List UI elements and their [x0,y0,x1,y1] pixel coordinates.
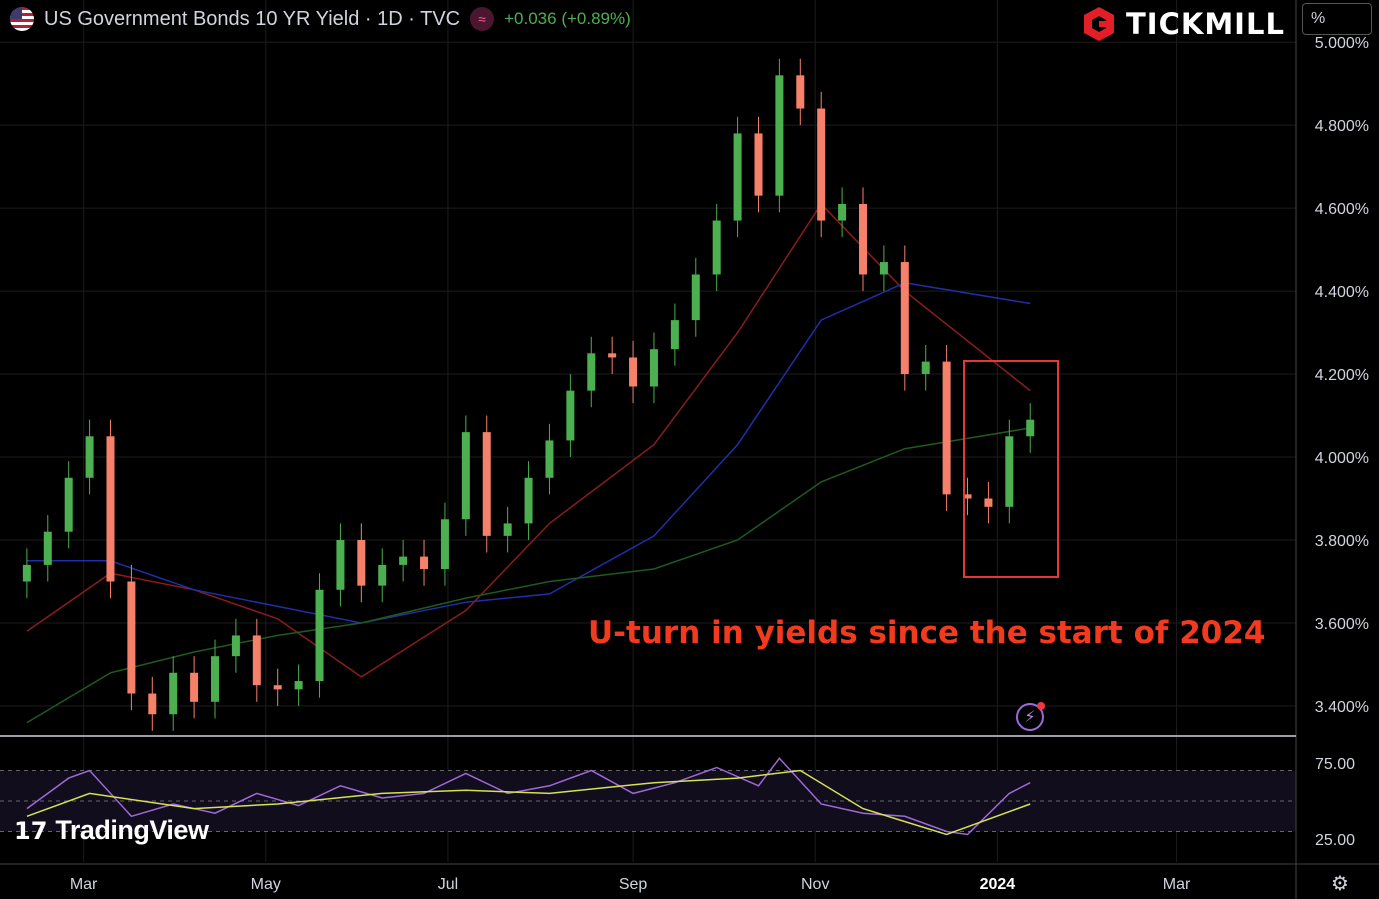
candle-body [712,220,721,275]
candle-body [64,477,73,532]
candle-body [252,635,261,686]
candle-body [294,681,303,690]
candle-body [838,203,847,221]
candle-body [169,672,178,715]
candle-body [127,581,136,694]
candle-body [482,432,491,536]
chart-header: US Government Bonds 10 YR Yield · 1D · T… [10,6,631,32]
candle-body [984,498,993,507]
x-tick-label: 2024 [980,876,1016,893]
candle-body [859,203,868,275]
highlight-box [963,360,1059,578]
ma-fast-line [26,202,1031,678]
candle-body [440,519,449,570]
candle-body [545,440,554,478]
candle-body [775,75,784,196]
candle-body [691,274,700,321]
y-tick-label: 4.600% [1315,201,1369,218]
price-scale-unit-button[interactable]: % [1302,3,1372,35]
candle-body [649,349,658,387]
indicator-icon[interactable]: ≈ [470,7,495,31]
ma-slow-line [26,427,1031,724]
chart-annotation: U-turn in yields since the start of 2024 [588,615,1266,651]
x-tick-label: Mar [1163,876,1191,893]
candle-body [336,540,345,590]
y-tick-label: 5.000% [1315,35,1369,52]
candle-body [587,353,596,391]
candle-body [629,357,638,387]
tickmill-hexagon-logo-icon [1084,7,1114,41]
lightning-alert-icon[interactable]: ⚡ [1016,702,1045,731]
candle-body [315,589,324,682]
moving-averages [26,202,1031,724]
candle-body [43,531,52,565]
candle-body [420,556,429,570]
candle-body [921,361,930,375]
candle-body [273,685,282,690]
price-change: +0.036 (+0.89%) [504,9,631,28]
y-tick-label: 4.200% [1315,367,1369,384]
tradingview-watermark: 17 TradingView [14,815,209,846]
candle-body [211,656,220,702]
candle-body [566,390,575,441]
candle-body [85,436,94,478]
x-tick-label: Sep [619,876,648,893]
candle-body [670,320,679,350]
candle-body [733,133,742,221]
ma-mid-line [26,282,1031,624]
candles [22,58,1035,731]
us-flag-icon [10,7,34,31]
rsi-ma-line [26,769,1031,836]
x-tick-label: Mar [70,876,98,893]
candle-body [399,556,408,565]
candle-body [503,523,512,536]
x-tick-label: Nov [801,876,829,893]
candle-body [22,564,31,582]
rsi-tick-label: 25.00 [1315,832,1355,849]
candle-body [357,540,366,586]
symbol-title[interactable]: US Government Bonds 10 YR Yield · 1D · T… [44,7,461,30]
y-tick-label: 4.800% [1315,118,1369,135]
y-tick-label: 3.400% [1315,699,1369,716]
y-tick-label: 3.600% [1315,616,1369,633]
candle-body [524,477,533,524]
candle-body [900,262,909,375]
y-tick-label: 3.800% [1315,533,1369,550]
candle-body [1005,436,1014,507]
candle-body [190,672,199,702]
candle-body [1026,419,1035,437]
candle-body [754,133,763,196]
candle-body [106,436,115,582]
candle-body [796,75,805,109]
candle-body [963,494,972,499]
candle-body [378,564,387,586]
x-tick-label: May [251,876,281,893]
rsi-pane [0,757,1296,836]
candle-body [817,108,826,221]
candle-body [148,693,157,715]
x-tick-label: Jul [438,876,458,893]
candle-body [608,353,617,358]
candle-body [461,432,470,520]
brand-name: TICKMILL [1126,7,1285,41]
y-tick-label: 4.000% [1315,450,1369,467]
tradingview-logo-icon: 17 [14,816,48,845]
candle-body [231,635,240,657]
y-tick-label: 4.400% [1315,284,1369,301]
tickmill-brand: TICKMILL [1080,4,1285,44]
tradingview-text: TradingView [55,815,209,845]
rsi-tick-label: 75.00 [1315,756,1355,773]
candle-body [879,262,888,275]
settings-gear-icon[interactable]: ⚙ [1331,872,1349,895]
candle-body [942,361,951,495]
price-grid [0,0,1296,862]
